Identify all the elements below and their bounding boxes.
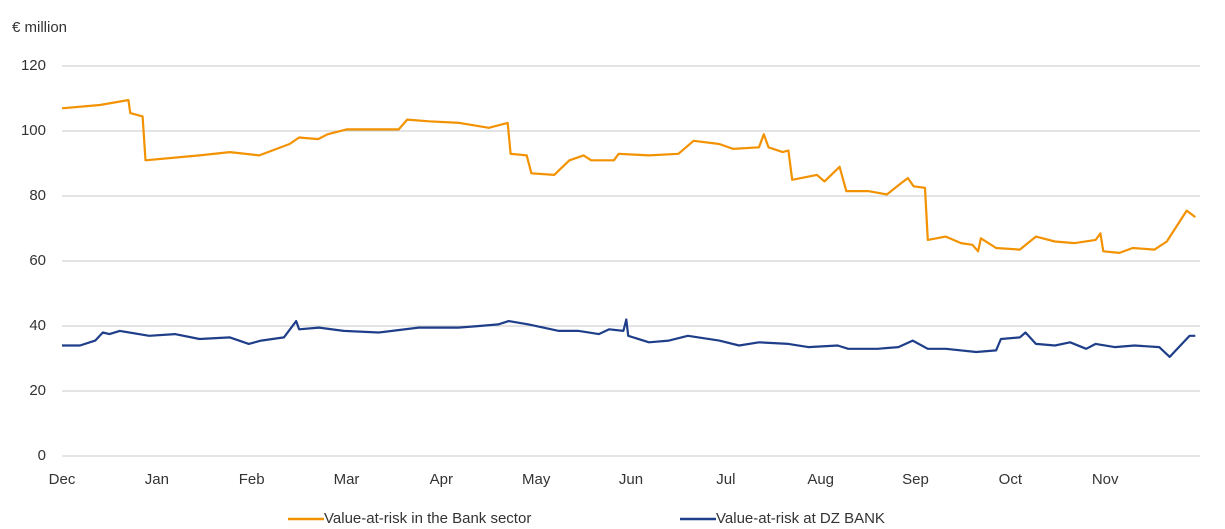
y-tick-label: 120 [21,57,46,74]
x-tick-label: Sep [902,471,929,488]
x-tick-label: Mar [334,471,360,488]
x-tick-label: Jan [145,471,169,488]
x-tick-label: Jul [716,471,735,488]
legend-label: Value-at-risk at DZ BANK [716,510,885,527]
x-tick-label: Aug [807,471,834,488]
y-tick-label: 100 [21,122,46,139]
y-axis-label: € million [12,19,67,36]
x-tick-label: Apr [430,471,453,488]
y-tick-label: 20 [29,382,46,399]
x-tick-label: Dec [49,471,76,488]
series-line [62,318,1196,358]
y-tick-label: 40 [29,317,46,334]
y-tick-label: 0 [38,447,46,464]
series-line [61,99,1196,254]
x-tick-label: Nov [1092,471,1119,488]
x-tick-label: Feb [239,471,265,488]
x-tick-label: Oct [999,471,1023,488]
x-tick-label: Jun [619,471,643,488]
y-tick-label: 80 [29,187,46,204]
y-tick-label: 60 [29,252,46,269]
legend-label: Value-at-risk in the Bank sector [324,510,531,527]
x-tick-label: May [522,471,551,488]
